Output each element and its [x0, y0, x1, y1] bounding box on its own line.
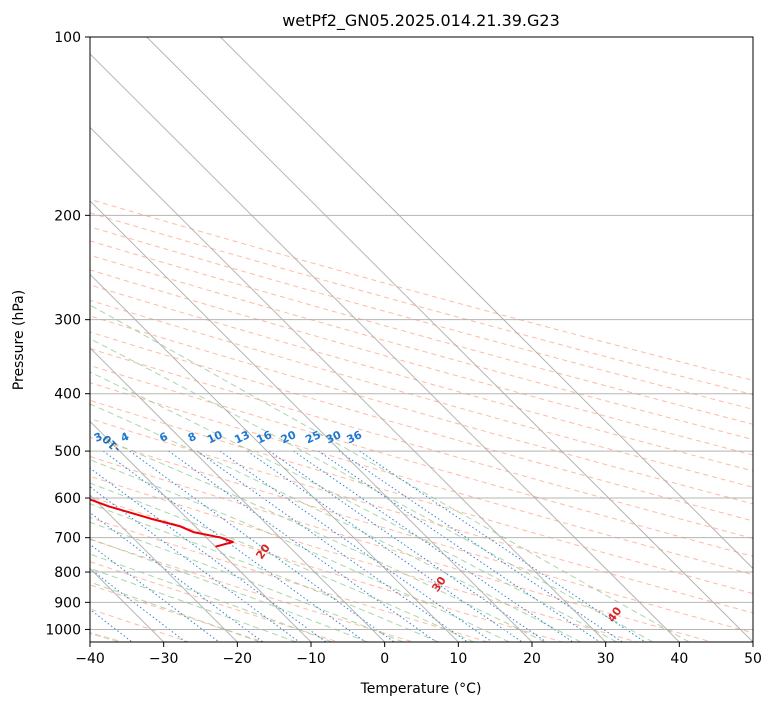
dry-adiabat	[90, 299, 753, 488]
y-tick-label: 700	[54, 531, 81, 547]
mixing-ratio-line	[359, 450, 646, 642]
x-tick-label: −10	[296, 651, 326, 667]
y-tick-label: 900	[54, 595, 81, 611]
isotherm	[90, 273, 459, 642]
moist-adiabat	[90, 304, 690, 642]
moist-adiabat	[90, 538, 368, 642]
y-tick-label: 100	[54, 30, 81, 46]
isotherm	[90, 494, 238, 642]
y-tick-label: 1000	[45, 622, 81, 638]
mixing-ratio-label: 20	[279, 428, 299, 446]
isotherm	[220, 37, 753, 570]
mixing-ratio-line	[90, 467, 327, 642]
moist-adiabat	[90, 521, 404, 642]
mixing-ratio-line	[338, 450, 623, 642]
mixing-ratio-label: 36	[345, 428, 365, 446]
dry-adiabat	[90, 212, 753, 396]
data-series	[90, 498, 234, 548]
temperature-profile-line	[90, 498, 234, 548]
mixing-ratio-line	[318, 450, 601, 642]
mixing-ratio-line	[90, 543, 220, 642]
dry-adiabat	[90, 226, 753, 410]
mixing-ratio-line	[129, 450, 395, 642]
moist-adiabat	[90, 432, 546, 642]
isotherm	[90, 200, 533, 642]
mixing-ratio-label: 10	[205, 428, 225, 446]
x-tick-label: −20	[223, 651, 253, 667]
isotherm	[90, 53, 680, 642]
background-lines	[90, 37, 753, 642]
x-tick-label: 20	[523, 651, 541, 667]
moist-adiabat	[90, 503, 439, 642]
mixing-ratio-label: 30	[324, 428, 344, 446]
mixing-ratio-line	[102, 450, 366, 642]
y-tick-label: 400	[54, 387, 81, 403]
x-tick-label: 50	[744, 651, 762, 667]
x-tick-label: 30	[597, 651, 615, 667]
mixing-ratio-label: 16	[255, 428, 275, 446]
isotherm	[90, 126, 607, 642]
x-tick-label: −40	[75, 651, 105, 667]
mixing-ratio-line	[90, 486, 300, 642]
moist-adiabat	[90, 403, 582, 642]
dry-adiabat	[90, 331, 753, 522]
y-tick-label: 500	[54, 444, 81, 460]
moist-adiabat	[90, 482, 475, 642]
dry-adiabat	[90, 254, 753, 440]
mixing-ratio-line	[293, 450, 574, 642]
y-tick-label: 800	[54, 565, 81, 581]
x-axis-label: Temperature (°C)	[360, 681, 482, 697]
chart-title: wetPf2_GN05.2025.014.21.39.G23	[282, 11, 560, 31]
mixing-ratio-line	[90, 608, 133, 642]
y-axis-label: Pressure (hPa)	[11, 290, 27, 390]
mixing-ratio-label: 25	[303, 428, 322, 446]
mixing-ratio-line	[247, 450, 523, 642]
isotherm	[146, 37, 753, 642]
x-tick-label: 0	[380, 651, 389, 667]
moist-adiabat	[90, 567, 297, 642]
y-tick-label: 600	[54, 491, 81, 507]
plot-frame	[89, 36, 754, 643]
x-tick-label: 10	[449, 651, 467, 667]
isotherm	[90, 347, 386, 642]
x-axis: −40 −30 −20 −10 0 10 20 30 40 50	[75, 642, 762, 667]
y-axis: 100 200 300 400 500 600 700 800 900 1000	[45, 30, 90, 638]
isotherm	[90, 420, 312, 642]
mixing-ratio-label: 13	[232, 428, 251, 446]
moist-adiabat	[90, 581, 261, 642]
y-tick-label: 300	[54, 313, 81, 329]
x-tick-label: 40	[670, 651, 688, 667]
x-tick-label: −30	[149, 651, 179, 667]
y-tick-label: 200	[54, 208, 81, 224]
